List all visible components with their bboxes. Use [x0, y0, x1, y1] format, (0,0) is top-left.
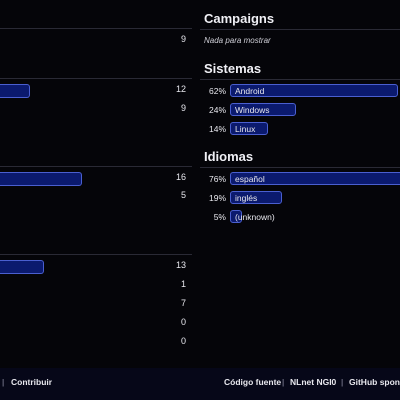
- percent-bar: [230, 172, 400, 185]
- row-label: Linux: [235, 124, 256, 134]
- row-label: Windows: [235, 105, 270, 115]
- percent-value: 76%: [208, 174, 226, 184]
- campaigns-title: Campaigns: [204, 11, 275, 26]
- row-label: español: [235, 174, 265, 184]
- stat-count: 9: [180, 34, 186, 44]
- stat-bar: [0, 172, 82, 186]
- footer-link-github-sponsors[interactable]: GitHub sponsors: [349, 377, 400, 387]
- footer-separator: |: [282, 377, 285, 387]
- percent-value: 62%: [208, 86, 226, 96]
- idiomas-title: Idiomas: [204, 149, 254, 164]
- stat-row[interactable]: 5: [0, 189, 192, 205]
- section-divider: [0, 254, 192, 255]
- percent-bar: [230, 191, 282, 204]
- percent-value: 14%: [208, 124, 226, 134]
- section-divider: [0, 78, 192, 79]
- footer-separator: |: [2, 377, 5, 387]
- footer-separator: |: [341, 377, 344, 387]
- percent-bar: [230, 210, 242, 223]
- row-label: (unknown): [235, 212, 275, 222]
- percent-value: 5%: [213, 212, 226, 222]
- stat-count: 16: [175, 172, 186, 182]
- idiomas-row-unknown[interactable]: 5% (unknown): [200, 210, 400, 224]
- percent-value: 19%: [208, 193, 226, 203]
- stat-row[interactable]: 9: [0, 33, 192, 49]
- stat-count: 9: [180, 103, 186, 113]
- stat-row[interactable]: 1: [0, 278, 192, 294]
- stat-row[interactable]: 0: [0, 335, 192, 351]
- stat-row[interactable]: 0: [0, 316, 192, 332]
- campaigns-empty-text: Nada para mostrar: [204, 36, 271, 45]
- section-divider: [0, 166, 192, 167]
- sistemas-row-windows[interactable]: 24% Windows: [200, 103, 400, 117]
- section-divider: [200, 79, 400, 80]
- stat-row[interactable]: 12: [0, 83, 192, 99]
- sistemas-title: Sistemas: [204, 61, 262, 76]
- percent-bar: [230, 84, 398, 97]
- stat-count: 7: [180, 298, 186, 308]
- section-divider: [0, 28, 192, 29]
- footer-link-contribuir[interactable]: Contribuir: [11, 377, 53, 387]
- sistemas-row-linux[interactable]: 14% Linux: [200, 122, 400, 136]
- percent-value: 24%: [208, 105, 226, 115]
- percent-bar: [230, 103, 296, 116]
- section-divider: [200, 29, 400, 30]
- stat-count: 0: [180, 336, 186, 346]
- stat-count: 1: [180, 279, 186, 289]
- stat-bar: [0, 260, 44, 274]
- row-label: Android: [235, 86, 265, 96]
- stat-row[interactable]: 13: [0, 259, 192, 275]
- percent-bar: [230, 122, 268, 135]
- page-footer: | Contribuir Código fuente | NLnet NGI0 …: [0, 368, 400, 400]
- section-divider: [200, 167, 400, 168]
- stat-bar: [0, 84, 30, 98]
- stat-count: 12: [175, 84, 186, 94]
- footer-link-codigo-fuente[interactable]: Código fuente: [224, 377, 282, 387]
- right-stats-column: Campaigns Nada para mostrar Sistemas 62%…: [200, 0, 400, 362]
- idiomas-row-ingles[interactable]: 19% inglés: [200, 191, 400, 205]
- sistemas-row-android[interactable]: 62% Android: [200, 84, 400, 98]
- stat-row[interactable]: 9: [0, 102, 192, 118]
- stat-count: 13: [175, 260, 186, 270]
- footer-link-nlnet[interactable]: NLnet NGI0: [290, 377, 337, 387]
- row-label: inglés: [235, 193, 258, 203]
- idiomas-row-espanol[interactable]: 76% español: [200, 172, 400, 186]
- stat-count: 5: [180, 190, 186, 200]
- stat-row[interactable]: 7: [0, 297, 192, 313]
- stat-count: 0: [180, 317, 186, 327]
- left-stats-column: 9 12 9 16 5 13 1 7 0 0: [0, 0, 192, 362]
- stat-row[interactable]: 16: [0, 171, 192, 187]
